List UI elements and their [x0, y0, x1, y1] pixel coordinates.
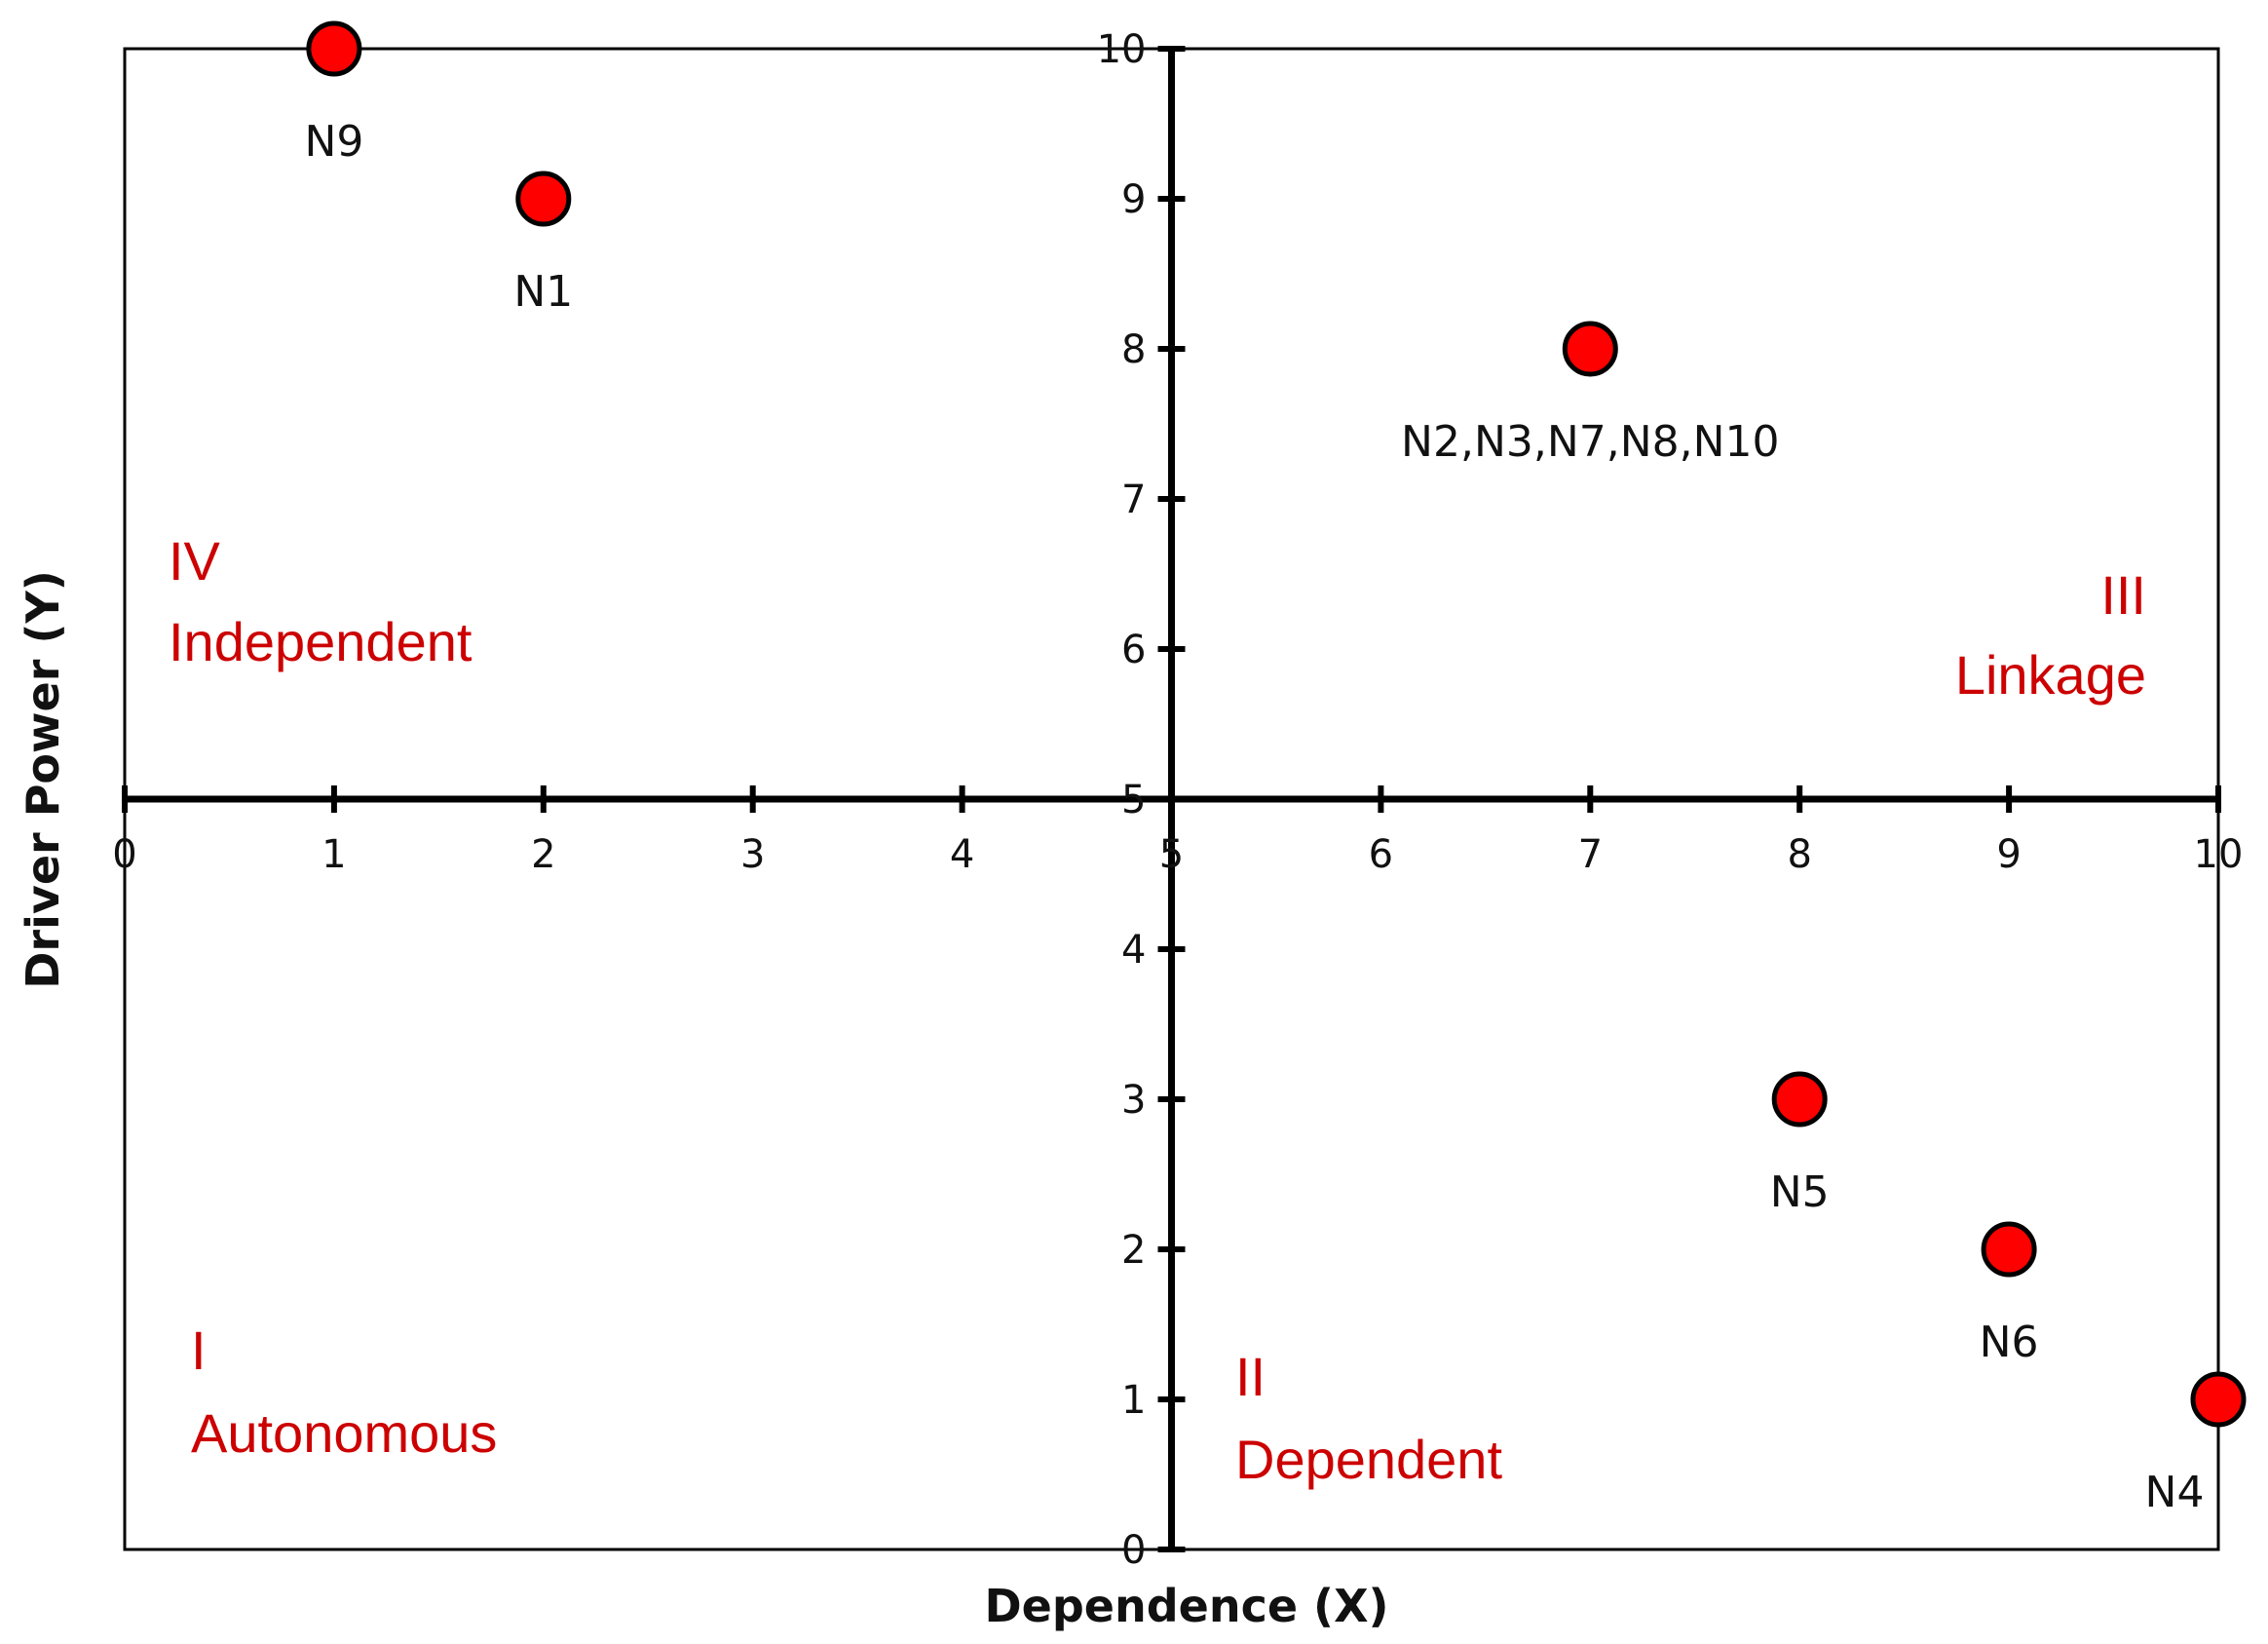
data-point: [1562, 321, 1618, 377]
data-point-label: N1: [513, 267, 573, 317]
x-tick-label: 6: [1369, 832, 1393, 877]
quadrant-iii-name: Linkage: [1955, 644, 2146, 706]
data-point-label: N5: [1770, 1167, 1830, 1217]
x-tick-label: 9: [1996, 832, 2021, 877]
x-tick-label: 3: [740, 832, 765, 877]
x-tick-label: 7: [1578, 832, 1603, 877]
quadrant-iv-numeral: IV: [169, 530, 221, 592]
y-tick-label: 3: [1121, 1078, 1146, 1123]
data-point: [1981, 1221, 2037, 1278]
x-tick-label: 4: [950, 832, 974, 877]
y-tick-label: 6: [1121, 628, 1146, 672]
y-tick-label: 4: [1121, 928, 1146, 973]
y-tick-label: 2: [1121, 1228, 1146, 1273]
x-tick-label: 2: [531, 832, 555, 877]
x-tick-label: 0: [112, 832, 136, 877]
y-tick-label: 1: [1121, 1378, 1146, 1423]
y-tick-label: 0: [1121, 1528, 1146, 1573]
data-point: [2190, 1371, 2247, 1428]
y-tick-label: 5: [1121, 778, 1146, 822]
data-point-label: N2,N3,N7,N8,N10: [1401, 417, 1779, 467]
quadrant-i-name: Autonomous: [191, 1402, 497, 1464]
quadrant-ii-name: Dependent: [1235, 1429, 1502, 1490]
x-tick-label: 8: [1787, 832, 1811, 877]
x-tick-label: 10: [2194, 832, 2244, 877]
data-point-label: N6: [1980, 1318, 2039, 1367]
data-point: [306, 20, 362, 77]
y-tick-label: 7: [1121, 478, 1146, 522]
x-tick-label: 5: [1159, 832, 1184, 877]
quadrant-i-numeral: I: [191, 1319, 207, 1381]
data-point-label: N4: [2145, 1468, 2205, 1517]
y-tick-label: 10: [1097, 27, 1147, 72]
quadrant-ii-numeral: II: [1235, 1346, 1266, 1407]
x-axis-title: Dependence (X): [984, 1580, 1388, 1632]
quadrant-iv-name: Independent: [169, 611, 472, 672]
quadrant-iii-numeral: III: [2100, 564, 2146, 626]
data-point: [515, 171, 572, 227]
data-point-label: N9: [304, 117, 363, 167]
y-axis-title: Driver Power (Y): [17, 570, 69, 989]
x-tick-label: 1: [321, 832, 346, 877]
y-tick-label: 8: [1121, 327, 1146, 372]
y-tick-label: 9: [1121, 177, 1146, 222]
data-point: [1771, 1071, 1828, 1128]
